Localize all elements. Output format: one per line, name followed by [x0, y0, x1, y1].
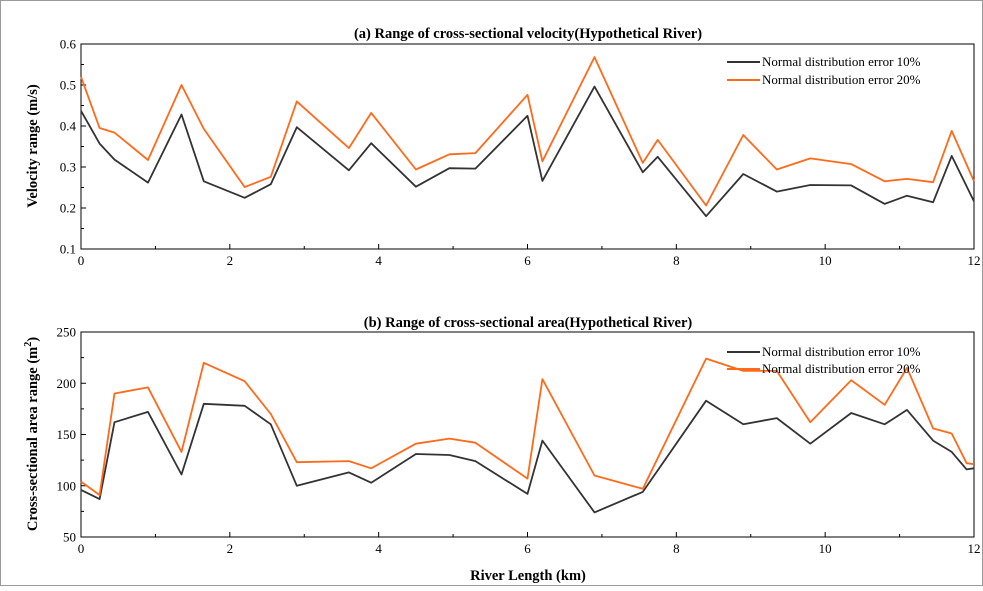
y-tick-label: 50: [63, 530, 76, 545]
y-tick-label: 150: [57, 427, 77, 442]
y-tick-label: 0.6: [60, 37, 77, 52]
x-tick-label: 2: [227, 541, 234, 556]
area-legend-label-10: Normal distribution error 10%: [762, 344, 921, 359]
velocity-legend-label-20: Normal distribution error 20%: [762, 72, 921, 87]
area-legend-label-20: Normal distribution error 20%: [762, 361, 921, 376]
y-tick-label: 200: [57, 376, 77, 391]
area-y-axis-label-sup: 2: [23, 342, 34, 347]
x-tick-label: 4: [375, 253, 382, 268]
series-line-error-20: [80, 357, 975, 496]
velocity-chart: (a) Range of cross-sectional velocity(Hy…: [25, 26, 981, 268]
x-tick-label: 10: [819, 541, 832, 556]
area-chart: (b) Range of cross-sectional area(Hypoth…: [23, 315, 981, 584]
x-tick-label: 8: [673, 253, 680, 268]
x-tick-label: 12: [968, 253, 981, 268]
x-tick-label: 10: [819, 253, 832, 268]
velocity-legend-label-10: Normal distribution error 10%: [762, 54, 921, 69]
area-y-axis-label-end: ): [25, 337, 41, 342]
velocity-legend: Normal distribution error 10% Normal dis…: [727, 54, 921, 87]
area-x-axis-label: River Length (km): [470, 568, 586, 584]
velocity-x-ticks: 0 2 4 6 8 10 12: [78, 244, 981, 268]
y-tick-label: 0.3: [60, 160, 76, 175]
y-tick-label: 250: [57, 325, 77, 340]
area-chart-title: (b) Range of cross-sectional area(Hypoth…: [364, 315, 693, 331]
x-tick-label: 0: [78, 541, 85, 556]
velocity-series: [80, 56, 975, 218]
x-tick-label: 2: [227, 253, 234, 268]
x-tick-label: 12: [968, 541, 981, 556]
y-tick-label: 0.4: [60, 119, 77, 134]
series-line-error-20: [80, 56, 975, 207]
velocity-y-axis-label: Velocity range (m/s): [25, 84, 41, 208]
x-tick-label: 6: [524, 253, 531, 268]
x-tick-label: 8: [673, 541, 680, 556]
y-tick-label: 0.2: [60, 201, 76, 216]
y-tick-label: 0.5: [60, 78, 76, 93]
y-tick-label: 100: [57, 478, 77, 493]
y-tick-label: 0.1: [60, 242, 76, 257]
series-line-error-10: [80, 85, 975, 218]
area-y-axis-label-main: Cross-sectional area range (m: [25, 347, 41, 531]
x-tick-label: 6: [524, 541, 531, 556]
area-legend: Normal distribution error 10% Normal dis…: [727, 344, 921, 376]
x-tick-label: 4: [375, 541, 382, 556]
velocity-y-ticks: 0.1 0.2 0.3 0.4 0.5 0.6: [60, 37, 86, 257]
series-line-error-10: [80, 399, 975, 514]
area-x-ticks: 0 2 4 6 8 10 12: [78, 532, 981, 556]
area-y-axis-label: Cross-sectional area range (m2): [23, 337, 41, 531]
x-tick-label: 0: [78, 253, 85, 268]
area-series: [80, 357, 975, 514]
velocity-chart-title: (a) Range of cross-sectional velocity(Hy…: [354, 26, 702, 42]
area-y-ticks: 50 100 150 200 250: [57, 325, 86, 545]
